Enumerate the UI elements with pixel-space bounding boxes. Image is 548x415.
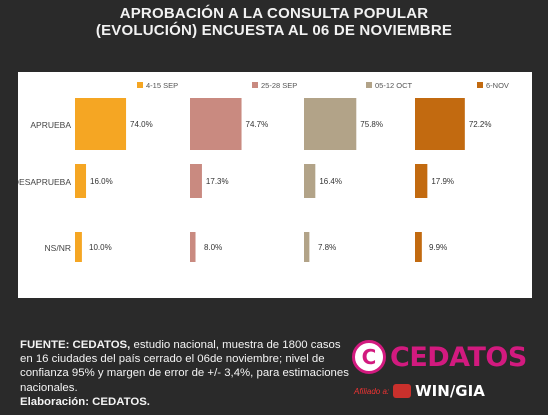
- data-label-s2-c2: 7.8%: [318, 243, 336, 252]
- legend-label-3: 6-NOV: [486, 81, 509, 90]
- legend-swatch-2: [366, 82, 372, 88]
- bar-s2-c1: [304, 164, 316, 198]
- wingia-logo: WIN/GIA: [415, 382, 485, 400]
- legend-label-0: 4-15 SEP: [146, 81, 178, 90]
- data-label-s0-c1: 16.0%: [90, 177, 113, 186]
- data-label-s1-c1: 17.3%: [206, 177, 229, 186]
- data-label-s1-c0: 74.7%: [246, 120, 269, 129]
- bar-s2-c2: [304, 232, 310, 262]
- bar-s3-c2: [415, 232, 422, 262]
- elaboration-note: Elaboración: CEDATOS.: [20, 395, 150, 408]
- bar-s1-c2: [190, 232, 196, 262]
- legend-swatch-3: [477, 82, 483, 88]
- source-label: FUENTE: CEDATOS,: [20, 339, 131, 351]
- legend-swatch-1: [252, 82, 258, 88]
- affiliate-label: Afiliado a:: [354, 386, 390, 396]
- category-label-1: DESAPRUEBA: [18, 177, 71, 187]
- data-label-s2-c0: 75.8%: [360, 120, 383, 129]
- chart-title-line2: (EVOLUCIÓN) ENCUESTA AL 06 DE NOVIEMBRE: [95, 22, 453, 39]
- source-note: FUENTE: CEDATOS, estudio nacional, muest…: [20, 338, 350, 409]
- data-label-s2-c1: 16.4%: [319, 177, 342, 186]
- bar-s1-c1: [190, 164, 202, 198]
- bar-s2-c0: [304, 98, 357, 150]
- chart-title-line1: APROBACIÓN A LA CONSULTA POPULAR: [119, 5, 429, 22]
- chart-panel: APRUEBA DESAPRUEBA NS/NR 4-15 SEP 74.0% 16.0%…: [13, 72, 532, 298]
- source-text: estudio nacional, muestra de 1800 casos …: [20, 339, 349, 394]
- legend-label-2: 05-12 OCT: [375, 81, 413, 90]
- data-label-s0-c0: 74.0%: [130, 120, 153, 129]
- bar-s3-c1: [415, 164, 428, 198]
- data-label-s0-c2: 10.0%: [89, 243, 112, 252]
- bar-s0-c0: [75, 98, 127, 150]
- category-label-0: APRUEBA: [30, 120, 71, 130]
- chart-svg: APRUEBA DESAPRUEBA NS/NR 4-15 SEP 74.0% 16.0%…: [13, 81, 509, 262]
- globe-icon: [393, 384, 412, 398]
- bar-s0-c2: [75, 232, 82, 262]
- legend-label-1: 25-28 SEP: [261, 81, 297, 90]
- legend-swatch-0: [137, 82, 143, 88]
- data-label-s3-c2: 9.9%: [429, 243, 447, 252]
- data-label-s3-c1: 17.9%: [431, 177, 454, 186]
- bar-s0-c1: [75, 164, 87, 198]
- data-label-s1-c2: 8.0%: [204, 243, 222, 252]
- bar-s3-c0: [415, 98, 465, 150]
- cedatos-mark-icon: C: [352, 340, 386, 374]
- category-label-2: NS/NR: [45, 243, 71, 253]
- bar-s1-c0: [190, 98, 242, 150]
- cedatos-logo: C CEDATOS Afiliado a: WIN/GIA: [352, 340, 527, 408]
- cedatos-wordmark: CEDATOS: [390, 341, 527, 373]
- data-label-s3-c0: 72.2%: [469, 120, 492, 129]
